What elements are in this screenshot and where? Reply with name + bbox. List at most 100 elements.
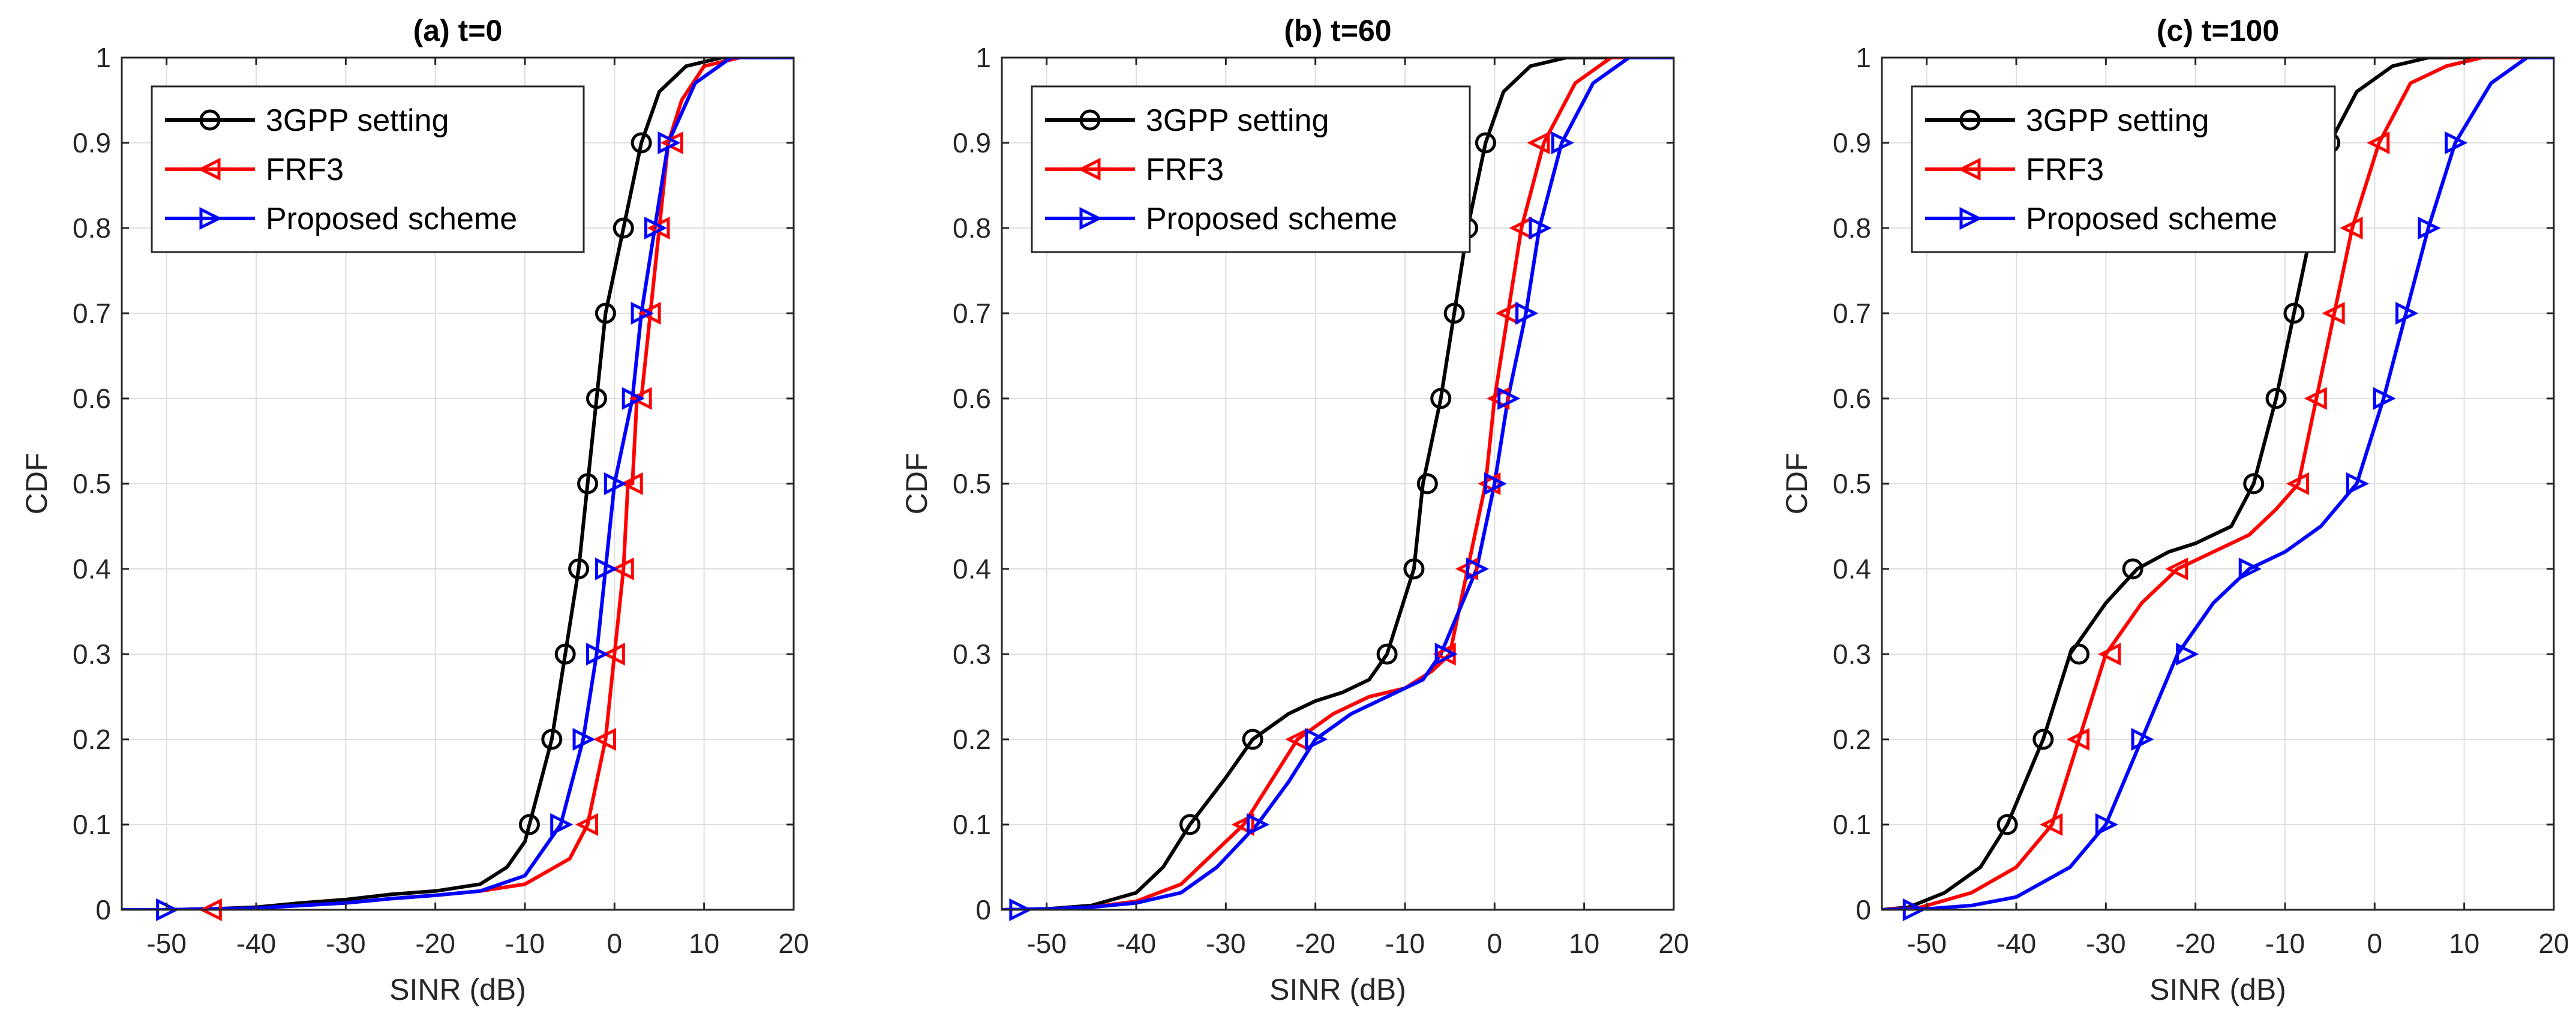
y-tick-label: 0 [95,894,111,925]
y-tick-label: 0.3 [953,639,991,670]
x-tick-label: -30 [326,928,365,959]
data-point-marker [1996,814,2018,835]
data-point-marker [577,473,599,494]
y-tick-label: 0.8 [1833,212,1871,244]
data-point-marker [602,642,625,666]
data-point-marker [593,727,616,751]
y-tick-label: 0.1 [73,809,111,840]
chart-panel-3: -50 -40 -30 -20 -10 0 10 20 0 0.1 0.2 0.3 0.4 0.5 0.6 0… [1780,14,2569,1006]
legend-marker-3 [199,206,223,230]
data-point-marker [644,216,668,240]
y-tick-label: 0.4 [73,553,111,585]
data-point-marker [638,301,661,325]
data-point-marker [1551,131,1574,155]
data-point-marker [1434,642,1458,666]
data-point-marker [613,217,634,239]
legend-marker-2 [1957,157,1981,181]
legend-marker-2 [1077,157,1101,181]
data-point-marker [2165,557,2188,581]
data-point-marker [2243,473,2265,494]
x-tick-label: -50 [146,928,186,959]
y-tick-label: 0 [1856,894,1871,925]
data-point-marker [1231,813,1254,837]
data-point-marker [2176,642,2199,666]
legend-box [1031,85,1471,253]
data-point-marker [631,301,654,325]
y-tick-label: 0.4 [1833,553,1871,585]
legend-marker-3 [1079,206,1103,230]
y-axis-label: CDF [20,453,53,515]
y-axis-label: CDF [900,453,933,515]
data-point-marker [595,557,618,581]
series-markers-1 [518,132,652,835]
legend-label-1: 3GPP setting [1146,103,1329,138]
data-point-marker [2322,301,2345,325]
data-point-marker [586,642,610,666]
y-tick-label: 0.9 [1833,127,1871,158]
data-point-marker [2283,302,2305,324]
y-tick-label: 0 [975,894,991,925]
data-point-marker [2131,727,2154,751]
x-tick-label: -20 [1295,928,1335,959]
data-point-marker [1443,302,1465,324]
series-markers-2 [199,131,683,922]
data-point-marker [2032,729,2054,750]
data-point-marker [2068,643,2090,665]
legend-label-2: FRF3 [2026,152,2104,187]
x-tick-label: 20 [778,928,809,959]
y-tick-label: 0.5 [953,468,991,499]
x-tick-label: -40 [236,928,276,959]
x-tick-label: -40 [1116,928,1156,959]
y-tick-label: 0.7 [1833,298,1871,329]
data-point-marker [572,727,596,751]
data-point-marker [631,132,652,154]
legend: 3GPP setting FRF3 Proposed scheme [1911,85,2336,253]
data-point-marker [2373,386,2396,410]
data-point-marker [2098,642,2121,666]
data-point-marker [2265,388,2287,409]
data-point-marker [554,643,576,665]
x-tick-label: -30 [1206,928,1245,959]
y-tick-label: 0.8 [73,212,111,244]
x-tick-label: 0 [1487,928,1503,959]
data-point-marker [1305,727,1328,751]
data-point-marker [595,302,616,324]
legend-marker-1 [1079,109,1101,131]
y-tick-label: 0.7 [953,298,991,329]
y-tick-label: 0.4 [953,553,991,585]
x-tick-label: 0 [2367,928,2383,959]
x-tick-label: 10 [2449,928,2479,959]
y-tick-label: 0.2 [953,724,991,755]
y-tick-label: 0.6 [1833,383,1871,414]
data-point-marker [604,472,627,496]
x-tick-label: -20 [2175,928,2215,959]
data-point-marker [611,557,634,581]
y-tick-label: 0.1 [1833,809,1871,840]
legend: 3GPP setting FRF3 Proposed scheme [1031,85,1471,253]
data-point-marker [2340,216,2363,240]
x-tick-label: 20 [2538,928,2569,959]
data-point-marker [1247,813,1270,837]
data-point-marker [541,729,563,750]
data-point-marker [1430,388,1452,409]
series-group [1882,58,2554,910]
y-tick-label: 0.5 [73,468,111,499]
data-point-marker [1416,473,1438,494]
series-line-3 [1882,58,2554,910]
data-point-marker [1497,386,1521,410]
data-point-marker [1478,472,1501,496]
data-point-marker [2122,558,2143,580]
data-point-marker [550,813,574,837]
y-tick-label: 1 [1856,42,1871,73]
x-axis-label: SINR (dB) [1269,973,1406,1006]
data-point-marker [2445,131,2468,155]
x-axis-label: SINR (dB) [2149,973,2286,1006]
data-point-marker [629,386,652,410]
data-point-marker [1529,216,1552,240]
y-tick-label: 0.6 [953,383,991,414]
data-point-marker [1376,643,1398,665]
data-point-marker [647,216,670,240]
legend-label-1: 3GPP setting [2026,103,2209,138]
y-tick-label: 0.7 [73,298,111,329]
data-point-marker [2095,813,2118,837]
